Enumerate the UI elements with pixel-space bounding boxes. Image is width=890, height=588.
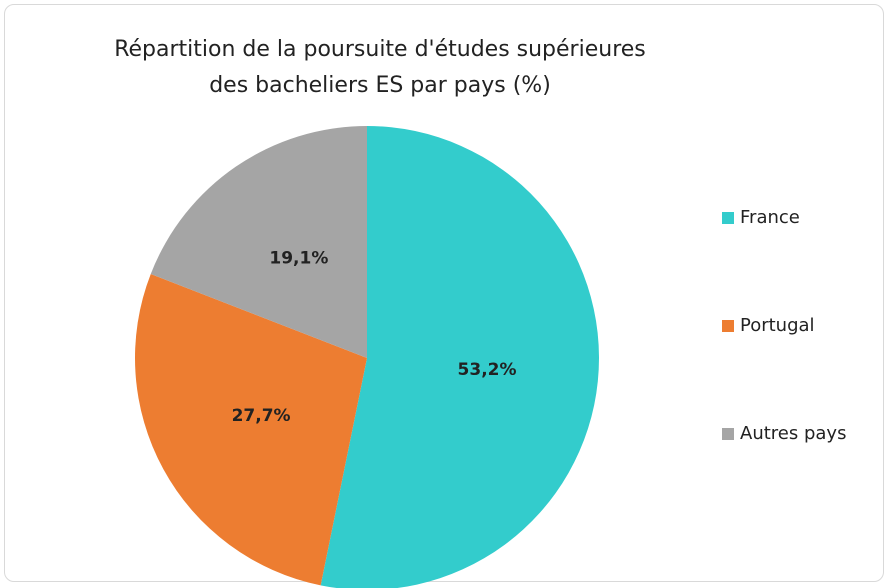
legend-swatch	[722, 320, 734, 332]
legend-swatch	[722, 212, 734, 224]
legend-label: Portugal	[740, 315, 815, 336]
pie-slice	[134, 273, 367, 586]
data-label: 53,2%	[458, 360, 517, 380]
legend-label: Autres pays	[740, 423, 846, 444]
legend-swatch	[722, 428, 734, 440]
pie-slice	[150, 126, 367, 358]
legend-label: France	[740, 207, 800, 228]
data-label: 19,1%	[269, 248, 328, 268]
chart-title: Répartition de la poursuite d'études sup…	[114, 37, 646, 98]
chart-frame	[4, 4, 884, 582]
data-label: 27,7%	[232, 406, 291, 426]
pie-slice	[320, 126, 599, 588]
